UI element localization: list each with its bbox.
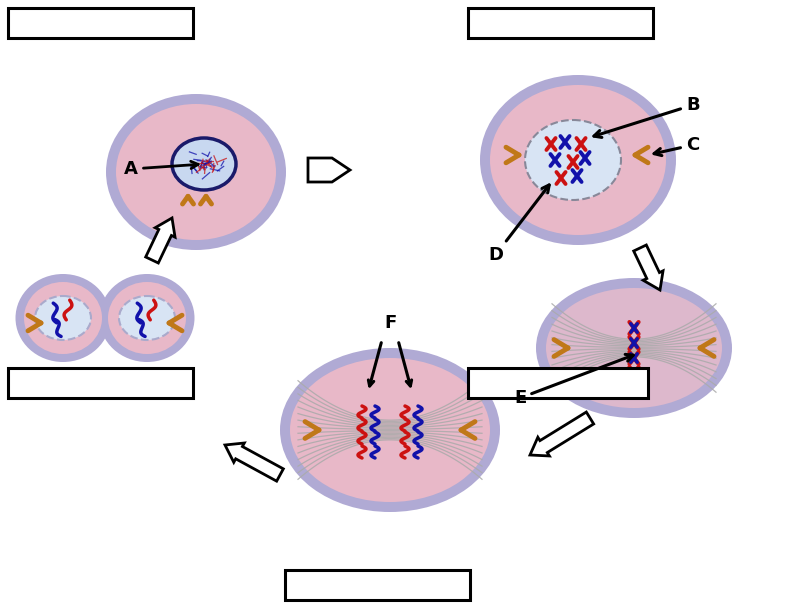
Ellipse shape: [24, 282, 102, 354]
Text: C: C: [654, 136, 699, 155]
Ellipse shape: [490, 85, 666, 235]
FancyArrow shape: [634, 245, 663, 290]
Text: D: D: [488, 185, 549, 264]
FancyArrow shape: [225, 443, 284, 481]
Ellipse shape: [546, 288, 722, 408]
Ellipse shape: [290, 358, 490, 502]
Text: B: B: [594, 96, 699, 138]
Ellipse shape: [16, 274, 111, 362]
Bar: [8, 8, 193, 38]
Bar: [468, 8, 653, 38]
Bar: [285, 570, 470, 600]
Ellipse shape: [116, 104, 276, 240]
Ellipse shape: [119, 296, 175, 340]
Ellipse shape: [525, 120, 621, 200]
Ellipse shape: [108, 282, 186, 354]
Text: A: A: [124, 160, 198, 178]
Ellipse shape: [536, 278, 732, 418]
FancyArrow shape: [146, 218, 175, 263]
Ellipse shape: [100, 274, 195, 362]
Text: F: F: [384, 314, 396, 332]
Ellipse shape: [280, 348, 500, 512]
FancyArrow shape: [530, 412, 594, 456]
FancyArrow shape: [308, 158, 350, 182]
Bar: [8, 368, 193, 398]
Bar: [468, 368, 648, 398]
Ellipse shape: [480, 75, 676, 245]
Ellipse shape: [35, 296, 91, 340]
Ellipse shape: [172, 138, 236, 190]
Ellipse shape: [106, 94, 286, 250]
Text: E: E: [514, 354, 634, 407]
